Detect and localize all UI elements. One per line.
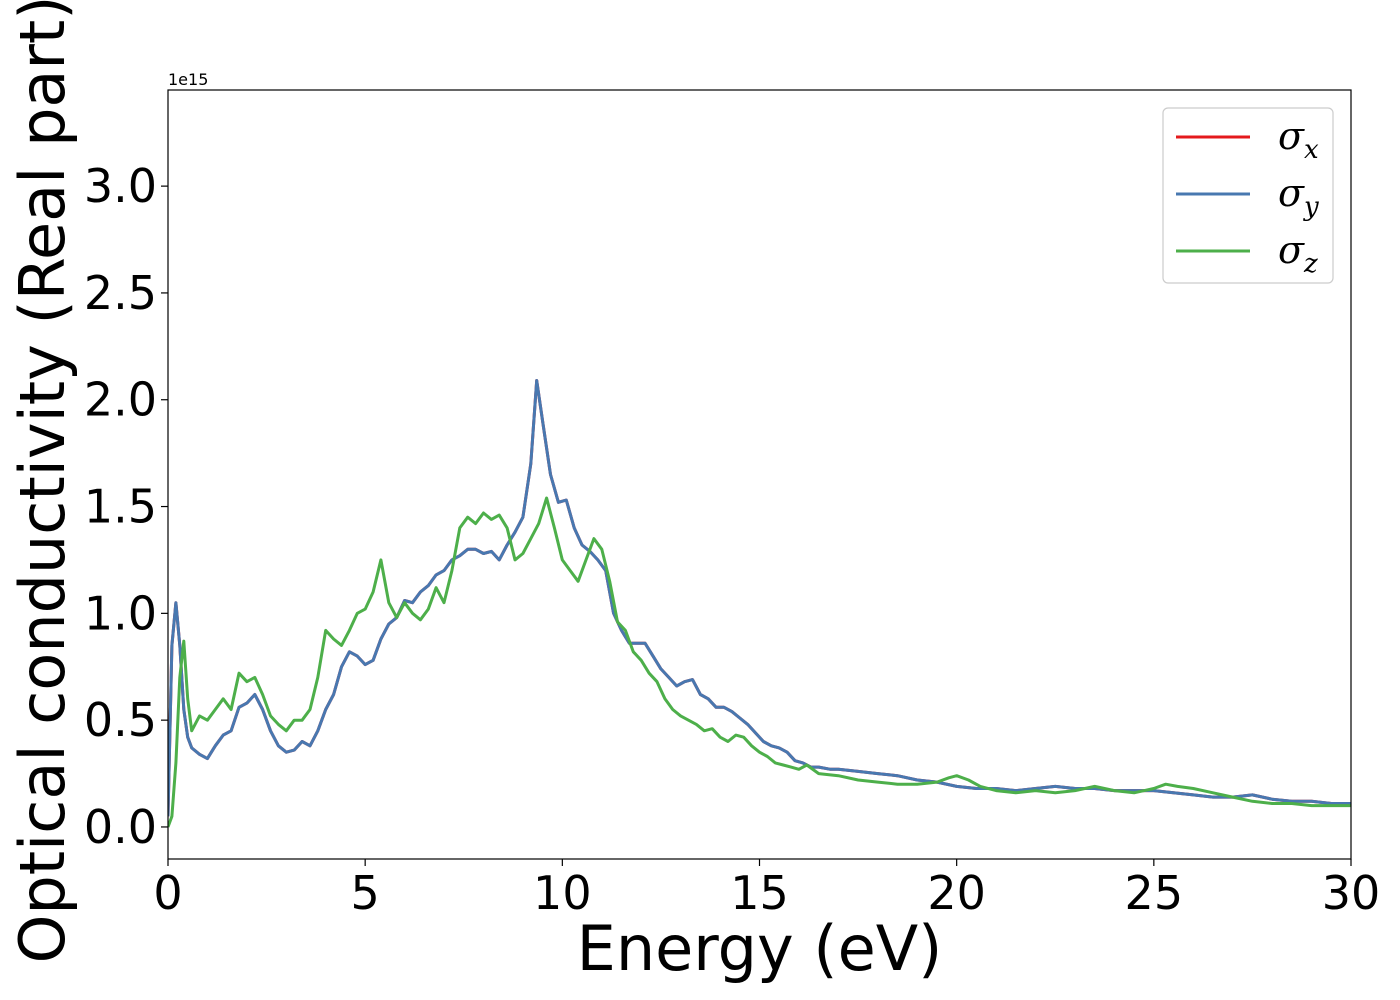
x-tick-label: 25	[1125, 866, 1184, 920]
y-offset-label: 1e15	[168, 70, 208, 89]
x-tick-label: 0	[153, 866, 182, 920]
series-lines	[168, 379, 1351, 828]
x-tick-label: 10	[533, 866, 592, 920]
series-line-sigma-z	[168, 496, 1351, 828]
x-tick-label: 30	[1322, 866, 1381, 920]
x-tick-label: 15	[730, 866, 789, 920]
x-tick-label: 5	[351, 866, 380, 920]
x-axis-title: Energy (eV)	[577, 912, 943, 985]
y-tick-label: 3.0	[84, 159, 157, 213]
y-axis-title: Optical conductivity (Real part)	[6, 0, 79, 963]
y-tick-label: 2.5	[84, 266, 157, 320]
y-tick-label: 2.0	[84, 373, 157, 427]
y-tick-label: 1.0	[84, 586, 157, 640]
y-tick-label: 1.5	[84, 480, 157, 534]
y-tick-label: 0.0	[84, 800, 157, 854]
axis-ticks: 0 5 10 15 20 25 30 0.0 0.5 1.0 1.5 2.0 2.5 3.0	[84, 159, 1380, 920]
x-tick-label: 20	[927, 866, 986, 920]
y-tick-label: 0.5	[84, 693, 157, 747]
